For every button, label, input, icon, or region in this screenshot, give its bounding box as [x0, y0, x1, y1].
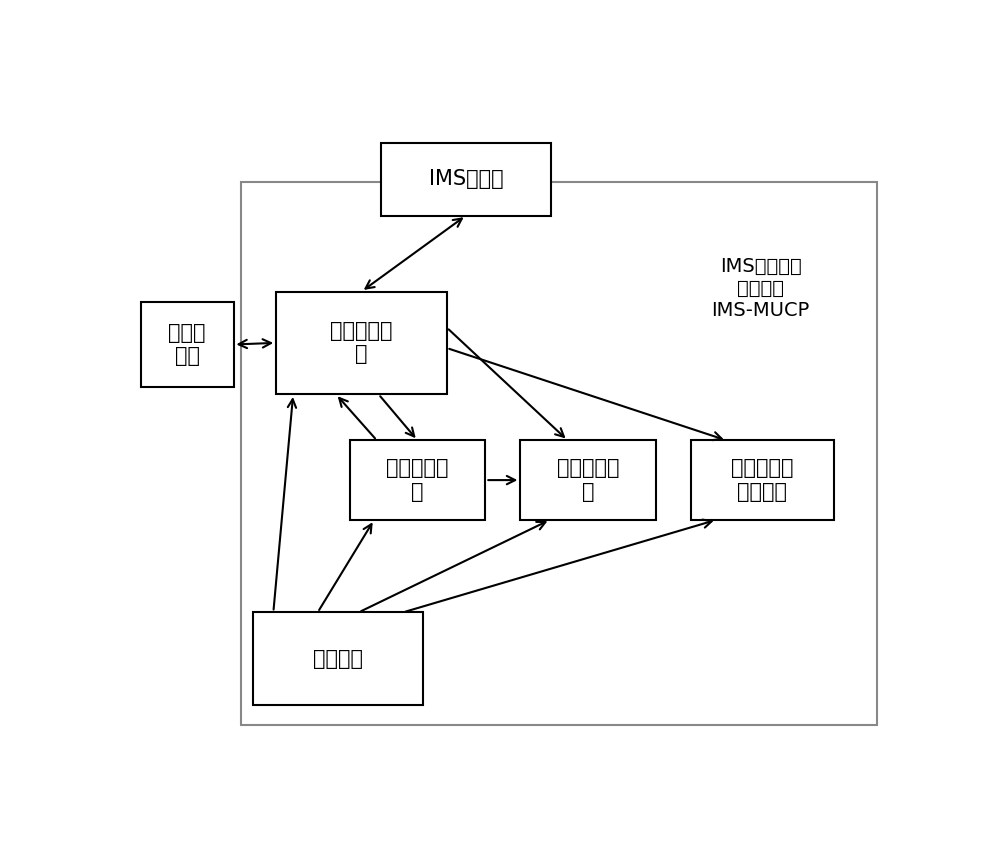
Text: 消息过滤模
块: 消息过滤模 块: [330, 321, 393, 364]
Bar: [241, 182, 877, 725]
Bar: [253, 612, 423, 705]
Bar: [691, 441, 834, 520]
Bar: [381, 143, 551, 216]
Bar: [350, 441, 485, 520]
Text: IMS核心网: IMS核心网: [429, 169, 503, 189]
Text: 资源共享模
块: 资源共享模 块: [557, 459, 619, 502]
Bar: [276, 291, 447, 394]
Text: 获取软终端
信息模块: 获取软终端 信息模块: [731, 459, 794, 502]
Text: 应用协同模
块: 应用协同模 块: [386, 459, 449, 502]
Text: IMS多用户端
协同代理
IMS-MUCP: IMS多用户端 协同代理 IMS-MUCP: [711, 257, 810, 320]
Bar: [520, 441, 656, 520]
Text: 本地软
终端: 本地软 终端: [168, 323, 206, 366]
Bar: [140, 302, 234, 387]
Text: 存储模块: 存储模块: [313, 649, 363, 668]
